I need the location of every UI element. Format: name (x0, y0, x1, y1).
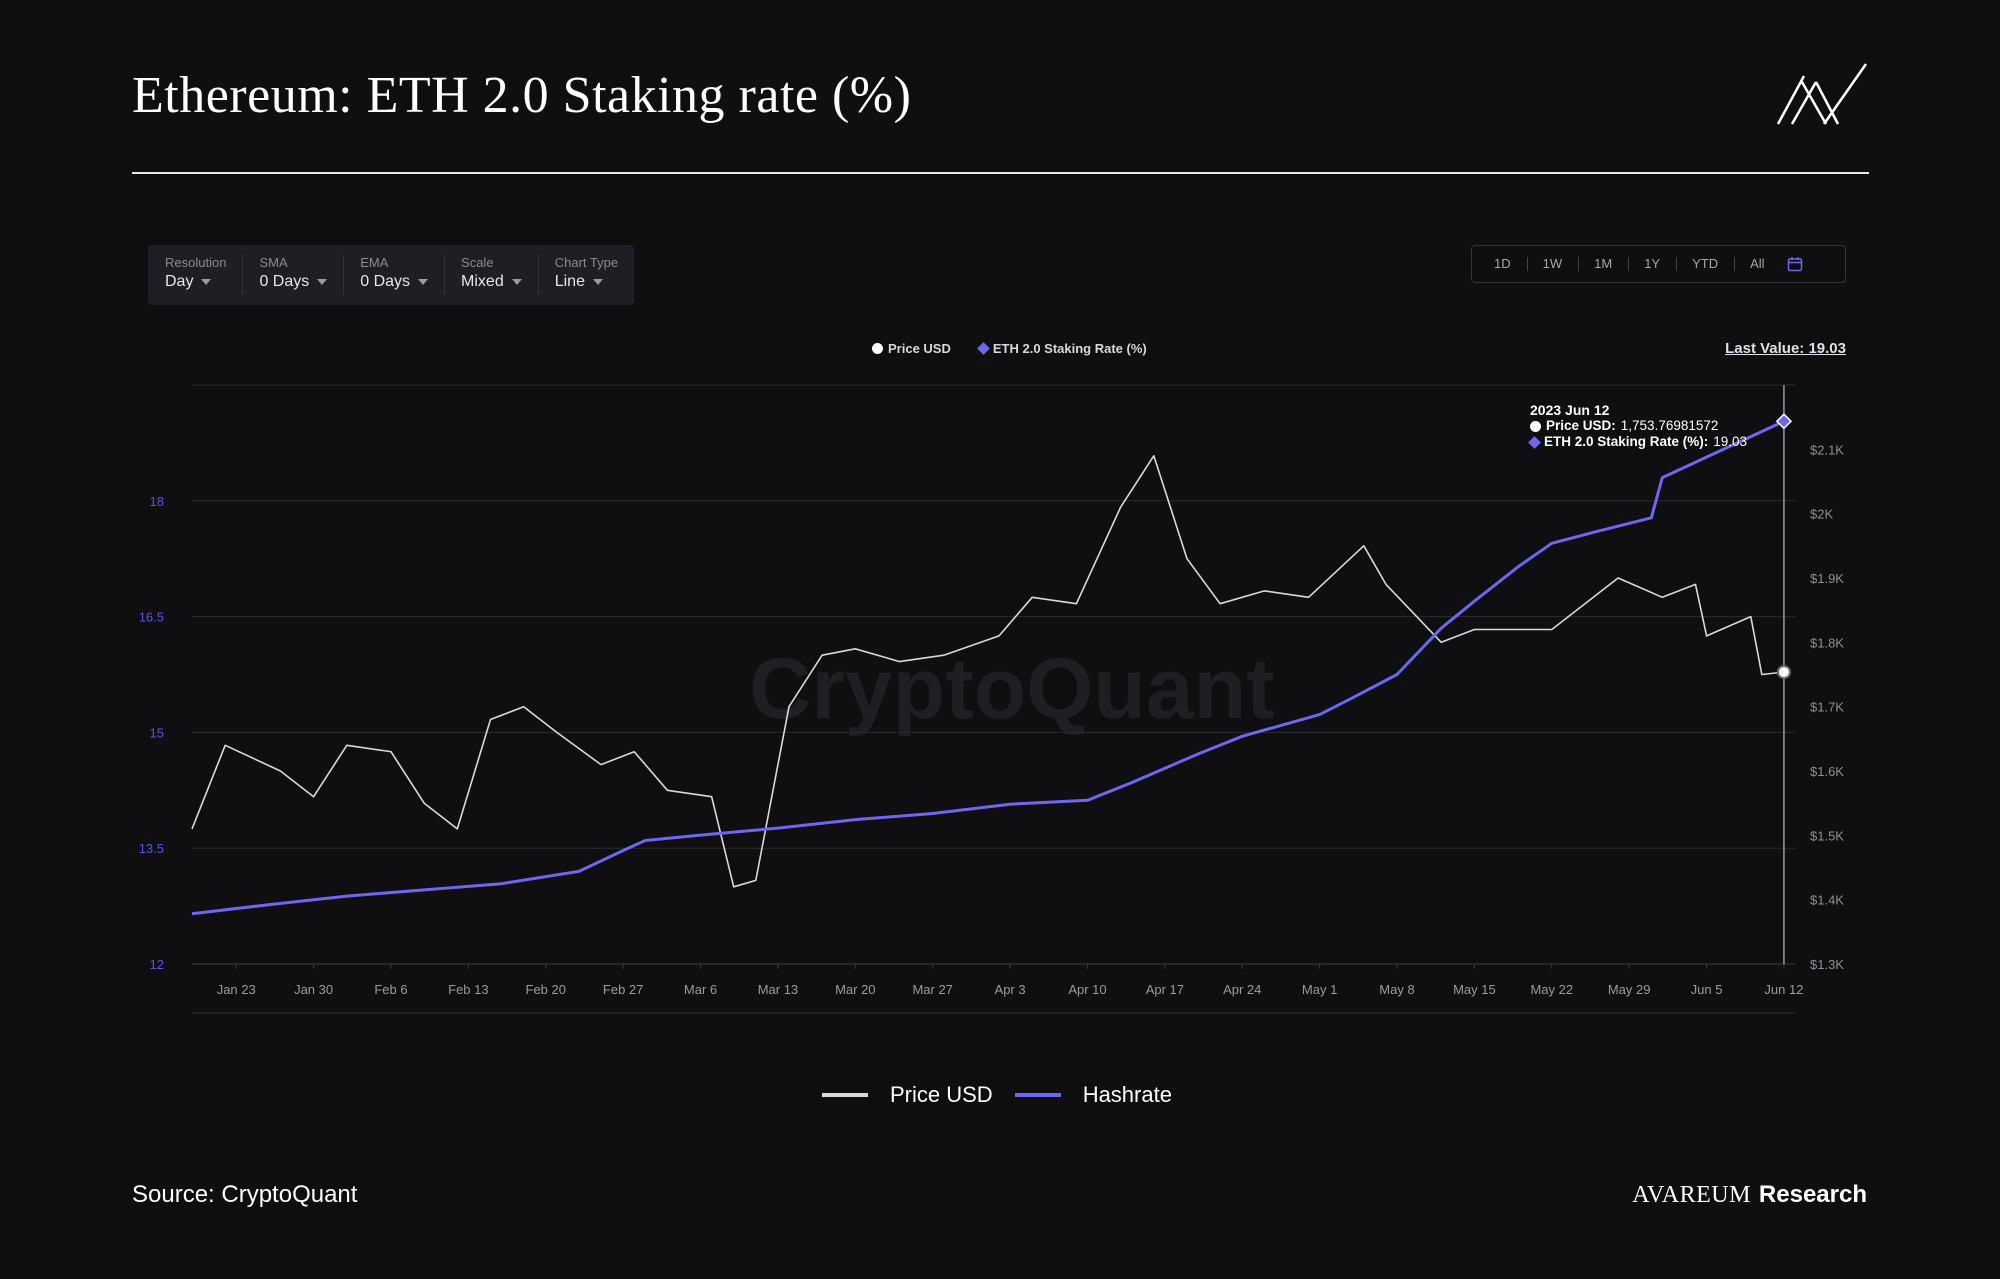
range-ytd-button[interactable]: YTD (1676, 245, 1734, 283)
left-axis-tick-label: 15 (150, 725, 164, 740)
chart-legend-bottom: Price USD Hashrate (822, 1082, 1172, 1108)
x-axis-tick-label: Apr 17 (1146, 982, 1184, 997)
staking-hover-marker (1775, 413, 1793, 430)
x-axis-tick-label: Mar 6 (684, 982, 717, 997)
chart-type-value: Line (554, 273, 585, 290)
diamond-marker-icon (1528, 435, 1541, 449)
x-axis-tick-label: Mar 13 (758, 982, 798, 997)
time-range-selector: 1D 1W 1M 1Y YTD All (1471, 245, 1846, 283)
last-value-link[interactable]: Last Value: 19.03 (1725, 340, 1846, 357)
x-axis-tick-label: May 8 (1379, 982, 1414, 997)
x-axis-tick-label: Feb 6 (374, 982, 407, 997)
chevron-down-icon (511, 279, 522, 285)
x-axis-tick-label: Apr 3 (995, 982, 1026, 997)
chart-type-label: Chart Type (554, 255, 619, 270)
right-axis-tick-label: $1.3K (1810, 957, 1844, 972)
left-axis-tick-label: 18 (150, 494, 164, 509)
left-axis-tick-label: 16.5 (139, 610, 164, 625)
brand-name: AVAREUM (1632, 1182, 1751, 1208)
legend-line-swatch (1014, 1093, 1061, 1097)
brand-footer: AVAREUM Research (1632, 1181, 1867, 1209)
range-all-button[interactable]: All (1734, 245, 1780, 283)
legend-price-label: Price USD (888, 341, 951, 356)
chart-toolbar: Resolution Day SMA 0 Days EMA 0 Days Sca… (148, 245, 635, 305)
legend-bottom-hashrate: Hashrate (1082, 1082, 1172, 1107)
tooltip-price-label: Price USD: (1546, 418, 1616, 433)
right-axis-tick-label: $1.4K (1810, 893, 1844, 908)
x-axis-tick-label: Mar 20 (835, 982, 875, 997)
price-hover-marker (1776, 665, 1791, 680)
right-axis-tick-label: $2.1K (1810, 442, 1844, 457)
x-axis-tick-label: Feb 27 (603, 982, 643, 997)
resolution-label: Resolution (165, 255, 227, 270)
x-axis-tick-label: May 29 (1608, 982, 1651, 997)
ema-value: 0 Days (360, 273, 411, 290)
brand-logo (1776, 63, 1868, 125)
sma-label: SMA (259, 255, 288, 270)
legend-staking-label: ETH 2.0 Staking Rate (%) (992, 341, 1147, 356)
range-1y-button[interactable]: 1Y (1628, 245, 1676, 283)
chevron-down-icon (592, 279, 603, 285)
x-axis-tick-label: May 22 (1530, 982, 1573, 997)
x-axis-tick-label: May 15 (1453, 982, 1496, 997)
x-axis-tick-label: Jun 12 (1764, 982, 1803, 997)
circle-marker-icon (1530, 420, 1541, 432)
tooltip-date: 2023 Jun 12 (1530, 402, 1610, 418)
x-axis-tick-label: Feb 13 (448, 982, 488, 997)
right-axis-tick-label: $1.5K (1810, 828, 1844, 843)
chart-legend-top: Price USD ETH 2.0 Staking Rate (%) (872, 341, 1147, 356)
chevron-down-icon (317, 279, 328, 285)
x-axis-tick-label: Jan 23 (217, 982, 256, 997)
right-axis-tick-label: $1.9K (1810, 571, 1844, 586)
range-1m-button[interactable]: 1M (1578, 245, 1628, 283)
resolution-dropdown[interactable]: Resolution Day (148, 245, 242, 305)
ema-dropdown[interactable]: EMA 0 Days (343, 245, 444, 305)
price-usd-line (191, 454, 1784, 888)
resolution-value: Day (165, 273, 194, 290)
legend-line-swatch (822, 1093, 868, 1097)
title-divider (132, 172, 1869, 174)
scale-dropdown[interactable]: Scale Mixed (444, 245, 538, 305)
chart-tooltip: 2023 Jun 12 Price USD: 1,753.76981572 ETH… (1528, 402, 1748, 450)
right-axis-tick-label: $1.6K (1810, 764, 1844, 779)
legend-price-toggle[interactable]: Price USD (872, 341, 951, 356)
left-axis-tick-label: 13.5 (139, 841, 164, 856)
left-axis-tick-label: 12 (150, 957, 164, 972)
x-axis-tick-label: Apr 24 (1223, 982, 1261, 997)
chevron-down-icon (201, 279, 212, 285)
x-axis-tick-label: Feb 20 (526, 982, 566, 997)
chart-type-dropdown[interactable]: Chart Type Line (537, 245, 634, 305)
watermark-text: CryptoQuant (749, 641, 1275, 737)
right-axis-tick-label: $2K (1810, 507, 1833, 522)
scale-value: Mixed (461, 273, 504, 290)
page-title: Ethereum: ETH 2.0 Staking rate (%) (132, 67, 912, 124)
right-axis-tick-label: $1.8K (1810, 635, 1844, 650)
x-axis-tick-label: May 1 (1302, 982, 1337, 997)
x-axis-tick-label: Jan 30 (294, 982, 333, 997)
right-axis-tick-label: $1.7K (1810, 700, 1844, 715)
chevron-down-icon (418, 279, 429, 285)
range-1w-button[interactable]: 1W (1526, 245, 1579, 283)
sma-dropdown[interactable]: SMA 0 Days (242, 245, 343, 305)
x-axis-tick-label: Apr 10 (1068, 982, 1106, 997)
staking-rate-line (191, 419, 1785, 916)
ema-label: EMA (360, 255, 389, 270)
source-note: Source: CryptoQuant (132, 1181, 358, 1208)
x-axis-tick-label: Mar 27 (912, 982, 952, 997)
tooltip-staking-label: ETH 2.0 Staking Rate (%): (1544, 434, 1709, 449)
calendar-icon[interactable] (1787, 256, 1803, 272)
scale-label: Scale (461, 255, 494, 270)
range-1d-button[interactable]: 1D (1494, 256, 1511, 271)
legend-staking-toggle[interactable]: ETH 2.0 Staking Rate (%) (977, 341, 1147, 356)
legend-bottom-price: Price USD (890, 1082, 993, 1107)
circle-marker-icon (872, 343, 883, 354)
tooltip-staking-value: 19.03 (1713, 434, 1748, 449)
brand-suffix: Research (1758, 1181, 1867, 1208)
x-axis-tick-label: Jun 5 (1691, 982, 1723, 997)
sma-value: 0 Days (259, 273, 310, 290)
tooltip-price-value: 1,753.76981572 (1620, 418, 1719, 433)
